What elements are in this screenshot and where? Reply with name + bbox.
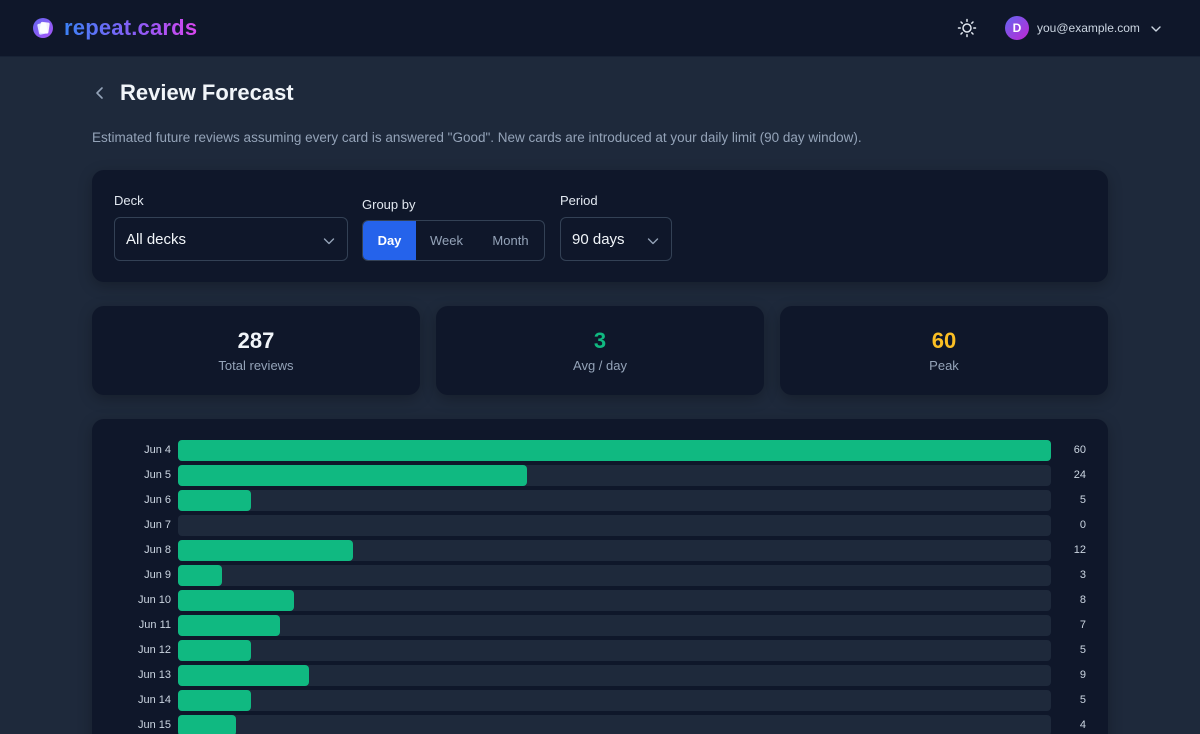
- bar: [178, 590, 295, 611]
- stat-peak-value: 60: [931, 328, 957, 353]
- bar-row: Jun 15 4: [92, 715, 1108, 734]
- bar-track: [178, 515, 1051, 536]
- bar-value-label: 8: [1079, 594, 1086, 606]
- period-label: Period: [560, 193, 598, 208]
- stat-total-label: Total reviews: [218, 358, 294, 373]
- bar: [178, 615, 280, 636]
- bar-row: Jun 8 12: [92, 540, 1108, 561]
- bar-value-label: 60: [1073, 444, 1086, 456]
- bar: [178, 540, 353, 561]
- bar-track: [178, 615, 1051, 636]
- group-by-week[interactable]: Week: [430, 233, 463, 248]
- bar-track: [178, 590, 1051, 611]
- bar-value-label: 24: [1073, 469, 1086, 481]
- chevron-down-icon: [647, 234, 659, 246]
- filters-panel: Deck All decks Group by Day Week Month P…: [92, 170, 1108, 282]
- bar-row: Jun 7 0: [92, 515, 1108, 536]
- period-select-value: 90 days: [572, 230, 625, 248]
- chevron-down-icon: [323, 234, 335, 246]
- page-description: Estimated future reviews assuming every …: [92, 130, 862, 145]
- bar-row: Jun 11 7: [92, 615, 1108, 636]
- bar: [178, 690, 251, 711]
- bar-label: Jun 12: [137, 644, 171, 656]
- bar-value-label: 4: [1079, 719, 1086, 731]
- top-bar: repeat.cards D you@example.com: [0, 0, 1200, 57]
- bar-value-label: 5: [1079, 494, 1086, 506]
- bar: [178, 715, 237, 734]
- bar-label: Jun 7: [144, 519, 171, 531]
- bar-label: Jun 15: [137, 719, 171, 731]
- bar-label: Jun 5: [144, 469, 171, 481]
- bar-label: Jun 8: [144, 544, 171, 556]
- bar: [178, 665, 309, 686]
- brand-name: repeat.cards: [64, 15, 198, 40]
- bar: [178, 565, 222, 586]
- group-by-toggle: Day Week Month: [362, 220, 545, 261]
- bar-label: Jun 9: [144, 569, 171, 581]
- deck-label: Deck: [114, 193, 144, 208]
- bar-track: [178, 540, 1051, 561]
- user-menu[interactable]: D you@example.com: [1005, 16, 1162, 40]
- bar: [178, 440, 1051, 461]
- bar-row: Jun 12 5: [92, 640, 1108, 661]
- bar-label: Jun 4: [144, 444, 171, 456]
- bar-track: [178, 640, 1051, 661]
- bar: [178, 640, 251, 661]
- user-email: you@example.com: [1037, 21, 1140, 35]
- bar-row: Jun 13 9: [92, 665, 1108, 686]
- logo-icon: [32, 17, 54, 39]
- bar-value-label: 0: [1079, 519, 1086, 531]
- bar: [178, 490, 251, 511]
- bar-track: [178, 565, 1051, 586]
- bar-label: Jun 10: [137, 594, 171, 606]
- bar-track: [178, 465, 1051, 486]
- bar-label: Jun 14: [137, 694, 171, 706]
- bar-track: [178, 690, 1051, 711]
- stat-peak: 60 Peak: [780, 306, 1108, 395]
- deck-select[interactable]: All decks: [114, 217, 348, 261]
- group-by-day[interactable]: Day: [363, 221, 416, 260]
- stat-avg-value: 3: [593, 328, 607, 353]
- bar: [178, 465, 528, 486]
- bar-value-label: 5: [1079, 694, 1086, 706]
- back-button[interactable]: [92, 85, 108, 101]
- bar-row: Jun 6 5: [92, 490, 1108, 511]
- bar-label: Jun 6: [144, 494, 171, 506]
- group-by-label: Group by: [362, 197, 416, 212]
- bar-value-label: 9: [1079, 669, 1086, 681]
- bar-row: Jun 14 5: [92, 690, 1108, 711]
- bar-track: [178, 440, 1051, 461]
- chevron-down-icon: [1150, 22, 1162, 34]
- bar-label: Jun 13: [137, 669, 171, 681]
- bar-track: [178, 715, 1051, 734]
- brand[interactable]: repeat.cards: [32, 15, 197, 41]
- bar-value-label: 12: [1073, 544, 1086, 556]
- bar-row: Jun 5 24: [92, 465, 1108, 486]
- stat-avg-per-day: 3 Avg / day: [436, 306, 764, 395]
- stat-total-reviews: 287 Total reviews: [92, 306, 420, 395]
- bar-value-label: 5: [1079, 644, 1086, 656]
- bar-label: Jun 11: [138, 619, 171, 631]
- bar-row: Jun 9 3: [92, 565, 1108, 586]
- page-title: Review Forecast: [120, 80, 294, 105]
- bar-track: [178, 490, 1051, 511]
- bar-track: [178, 665, 1051, 686]
- deck-select-value: All decks: [126, 230, 187, 248]
- period-select[interactable]: 90 days: [560, 217, 672, 261]
- bar-row: Jun 4 60: [92, 440, 1108, 461]
- bar-value-label: 3: [1079, 569, 1086, 581]
- avatar: D: [1005, 16, 1029, 40]
- stat-total-value: 287: [237, 328, 275, 353]
- sun-icon[interactable]: [956, 17, 978, 39]
- bar-value-label: 7: [1079, 619, 1086, 631]
- chevron-left-icon: [96, 87, 103, 99]
- stat-avg-label: Avg / day: [573, 358, 627, 373]
- stat-peak-label: Peak: [929, 358, 959, 373]
- group-by-month[interactable]: Month: [492, 233, 529, 248]
- bar-row: Jun 10 8: [92, 590, 1108, 611]
